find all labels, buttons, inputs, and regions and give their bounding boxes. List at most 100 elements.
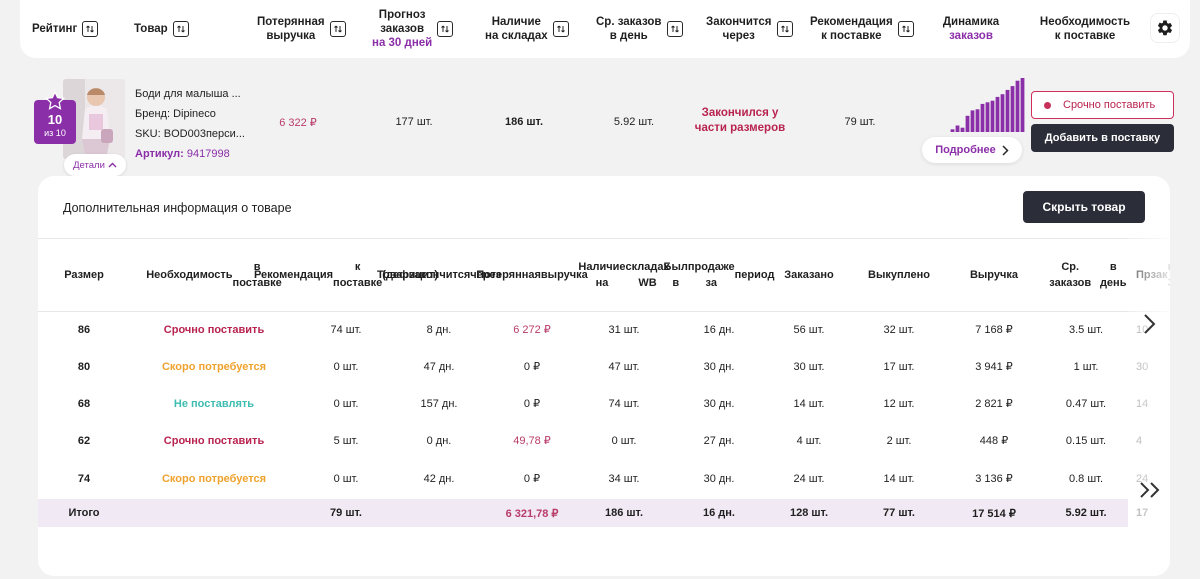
scroll-right-icon[interactable] — [1138, 311, 1160, 337]
table-cell-rec: 0 шт. — [333, 360, 359, 373]
table-cell-sale: 16 дн. — [703, 323, 735, 336]
sparkline-bar — [975, 109, 980, 132]
sort-icon[interactable] — [329, 21, 346, 37]
table-cell-ordered: 30 шт. — [793, 360, 825, 373]
table-cell-bought: 17 шт. — [883, 360, 915, 373]
product-row: 10 из 10 Детали Боди для малыша ... Брен… — [20, 62, 1190, 176]
table-cell-lost: 0 ₽ — [523, 361, 541, 373]
divider — [38, 238, 1170, 239]
col-avg-orders: Ср. заказов в день — [596, 0, 683, 58]
column-header: Товар закончится через — [376, 269, 502, 281]
divider — [38, 311, 1170, 312]
table-cell-bought: 14 шт. — [883, 472, 915, 485]
sparkline-bar — [985, 102, 990, 132]
total-cell-sale: 16 дн. — [703, 507, 735, 519]
table-cell-sale: 27 дн. — [703, 434, 735, 447]
column-header: Выручка — [969, 269, 1019, 281]
product-sku: SKU: BOD003перси... — [135, 128, 245, 140]
table-cell-revenue: 448 ₽ — [979, 435, 1009, 447]
total-row-background — [38, 499, 1128, 527]
table-cell-revenue: 2 821 ₽ — [975, 398, 1013, 410]
product-info: Боди для малыша ... Бренд: Dipineco SKU:… — [135, 84, 245, 164]
table-cell-ends: 8 дн. — [426, 323, 452, 336]
table-cell-avg: 3.5 шт. — [1068, 323, 1104, 336]
product-name[interactable]: Боди для малыша ... — [135, 88, 241, 100]
product-image[interactable] — [63, 79, 125, 159]
table-cell-need: Скоро потребуется — [161, 360, 267, 373]
column-header: Заказано — [784, 269, 834, 281]
table-cell-ends: 47 дн. — [423, 360, 455, 373]
urgent-supply-badge[interactable]: Срочно поставить — [1031, 91, 1174, 119]
runs-out-status: Закончился у части размеров — [694, 107, 786, 134]
panel-title: Дополнительная информация о товаре — [63, 201, 292, 215]
table-cell-revenue: 3 136 ₽ — [975, 473, 1013, 485]
table-cell-avg: 0.8 шт. — [1068, 472, 1104, 485]
more-button[interactable]: Подробнее — [922, 137, 1022, 163]
column-header: Наличие на складах WB — [578, 261, 670, 289]
table-cell-size: 80 — [77, 360, 91, 373]
table-cell-avg: 1 шт. — [1073, 360, 1099, 373]
chevron-up-icon — [108, 162, 117, 168]
column-header: Был в продаже за период — [663, 261, 775, 289]
table-cell-revenue: 3 941 ₽ — [975, 361, 1013, 373]
col-forecast: Прогноз заказов на 30 дней — [372, 0, 454, 58]
table-cell-stock: 0 шт. — [611, 434, 637, 447]
sort-icon[interactable] — [437, 21, 454, 37]
col-necessity: Необходимость к поставке — [1039, 16, 1131, 42]
scroll-end-icon[interactable] — [1138, 480, 1164, 500]
settings-gear-icon[interactable] — [1150, 13, 1180, 43]
sort-icon[interactable] — [776, 21, 793, 37]
table-cell-need: Не поставлять — [173, 397, 255, 410]
sort-icon[interactable] — [666, 21, 683, 37]
sort-icon[interactable] — [897, 21, 914, 37]
total-cell-lost: 6 321,78 ₽ — [505, 507, 559, 520]
table-cell-rec: 5 шт. — [333, 434, 359, 447]
status-dot-icon — [1044, 101, 1051, 109]
col-lost-revenue: Потерянная выручка — [257, 0, 346, 58]
col-rating: Рейтинг — [32, 0, 99, 58]
table-cell-stock: 31 шт. — [608, 323, 640, 336]
sparkline-bar — [1000, 94, 1005, 132]
lost-revenue-value: 6 322 ₽ — [279, 117, 317, 129]
table-cell-stock: 74 шт. — [608, 397, 640, 410]
table-cell-ordered: 14 шт. — [793, 397, 825, 410]
sparkline-bar — [995, 96, 1000, 132]
total-cell-revenue: 17 514 ₽ — [972, 507, 1016, 520]
column-header: Выкуплено — [868, 269, 930, 281]
table-cell-sale: 30 дн. — [703, 397, 735, 410]
column-header: Необходимость в поставке — [146, 261, 282, 289]
table-cell-lost: 0 ₽ — [523, 398, 541, 410]
table-cell-sale: 30 дн. — [703, 360, 735, 373]
sparkline-bar — [1015, 80, 1020, 132]
table-cell-sale: 30 дн. — [703, 472, 735, 485]
product-article[interactable]: Артикул: 9417998 — [135, 148, 230, 160]
details-toggle[interactable]: Детали — [64, 154, 126, 176]
table-cell-size: 68 — [77, 397, 91, 410]
table-cell-size: 62 — [77, 434, 91, 447]
column-header: Рекомендация к поставке (дефицит) — [253, 261, 439, 289]
total-cell-avg: 5.92 шт. — [1065, 507, 1107, 519]
table-cell-lost: 6 272 ₽ — [513, 324, 551, 336]
table-cell-size: 74 — [77, 472, 91, 485]
rating-badge: 10 из 10 — [34, 90, 76, 144]
table-cell-stock: 47 шт. — [608, 360, 640, 373]
recommendation-value: 79 шт. — [844, 116, 876, 128]
add-to-supply-button[interactable]: Добавить в поставку — [1031, 124, 1174, 152]
table-cell-bought: 32 шт. — [883, 323, 915, 336]
table-cell-revenue: 7 168 ₽ — [975, 324, 1013, 336]
col-dynamics: Динамика заказов — [942, 16, 1000, 42]
sparkline-bar — [955, 125, 960, 132]
sort-icon[interactable] — [82, 21, 99, 37]
total-cell-bought: 77 шт. — [883, 507, 915, 519]
hide-product-button[interactable]: Скрыть товар — [1023, 191, 1145, 223]
sort-icon[interactable] — [172, 21, 189, 37]
sparkline-bar — [1020, 78, 1025, 132]
sort-icon[interactable] — [552, 21, 569, 37]
table-cell-bought: 2 шт. — [886, 434, 912, 447]
table-cell-need: Срочно поставить — [163, 434, 265, 447]
forecast-value: 177 шт. — [395, 116, 433, 128]
chevron-right-icon — [1002, 144, 1009, 156]
table-cell-ends: 42 дн. — [423, 472, 455, 485]
table-cell-lost: 49,78 ₽ — [513, 435, 551, 447]
total-cell-size: Итого — [68, 507, 100, 519]
